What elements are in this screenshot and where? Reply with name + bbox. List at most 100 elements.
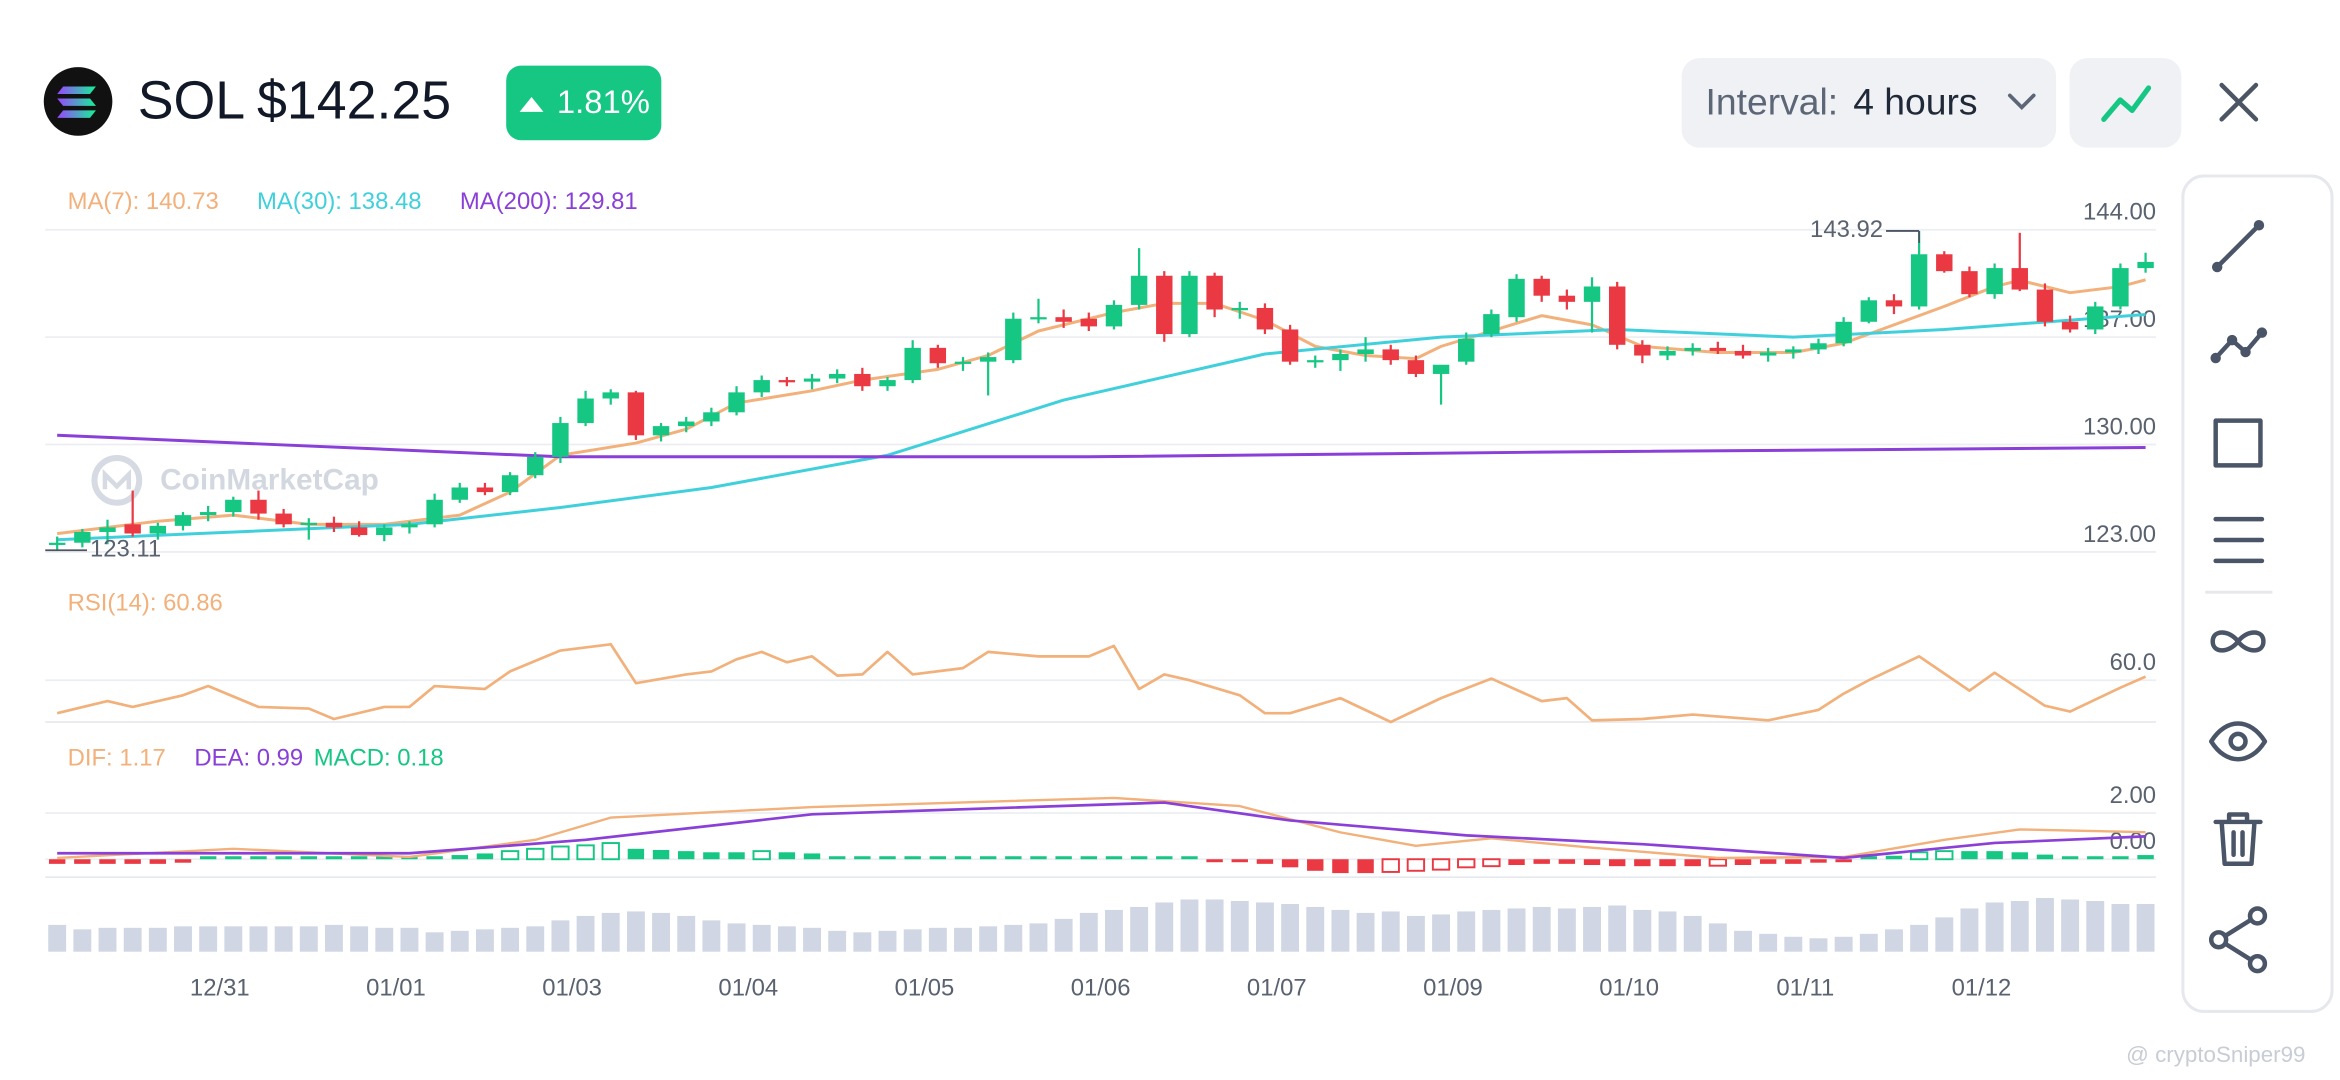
candle-body <box>2036 289 2054 322</box>
x-tick-label: 12/31 <box>190 974 250 1001</box>
volume-bar <box>2010 900 2029 952</box>
candle-body <box>954 361 972 364</box>
macd-bar <box>2087 856 2104 860</box>
candle-body <box>149 525 167 534</box>
ma-legend: MA(30): 138.48 <box>257 188 421 215</box>
volume-bar <box>828 930 847 952</box>
macd-bar <box>1961 851 1978 860</box>
volume-bar <box>2061 899 2080 952</box>
volume-bar <box>1583 906 1601 952</box>
macd-bar <box>476 853 494 860</box>
x-tick-label: 01/07 <box>1247 974 1307 1001</box>
user-tag: @ cryptoSniper99 <box>2126 1042 2305 1067</box>
volume-bar <box>727 923 746 952</box>
macd-bar <box>350 856 368 860</box>
change: 1.81% <box>557 83 650 120</box>
volume-bar <box>1532 906 1551 952</box>
macd-bar <box>854 856 871 860</box>
candle-body <box>1055 317 1072 322</box>
macd-bar <box>300 856 318 860</box>
volume-bar <box>1759 933 1778 952</box>
macd-bar <box>1332 859 1349 874</box>
price: $142.25 <box>257 71 451 131</box>
macd-bar <box>1508 859 1525 866</box>
candle-body <box>199 512 217 516</box>
volume-bar <box>652 912 671 952</box>
macd-bar <box>1684 859 1701 867</box>
volume-bar <box>1432 914 1451 952</box>
candle-body <box>74 531 91 543</box>
volume-bar <box>1935 917 1954 952</box>
candle-body <box>1332 354 1349 361</box>
volume-bar <box>551 920 570 952</box>
tool-line[interactable] <box>2211 220 2265 273</box>
volume-bar <box>928 927 947 952</box>
candle-body <box>1659 350 1676 356</box>
tool-visibility[interactable] <box>2208 721 2268 762</box>
volume-bar <box>1960 908 1979 952</box>
x-tick-label: 01/01 <box>366 974 426 1001</box>
candle-body <box>1030 317 1047 320</box>
candle-body <box>652 426 670 436</box>
macd-bar <box>426 856 443 860</box>
candle-body <box>1483 314 1500 335</box>
macd-bar <box>2137 855 2154 860</box>
macd-bar <box>929 856 947 860</box>
tool-share[interactable] <box>2208 906 2268 974</box>
volume-bar <box>1985 902 2004 952</box>
volume-bar <box>1910 924 1929 952</box>
x-tick-label: 01/03 <box>542 974 602 1001</box>
tool-delete[interactable] <box>2213 812 2263 866</box>
interval-button[interactable]: Interval: 4 hours <box>1681 58 2057 148</box>
volume-bar <box>1457 911 1476 952</box>
candle-body <box>2061 321 2079 330</box>
x-tick-label: 01/06 <box>1071 974 1131 1001</box>
volume-bar <box>1381 911 1400 952</box>
volume-bar <box>1079 912 1098 952</box>
volume-bar <box>601 912 620 952</box>
volume-bar <box>400 927 419 952</box>
candle-body <box>476 487 494 493</box>
candle-body <box>1583 286 1601 302</box>
candle-body <box>1558 295 1576 302</box>
volume-bar <box>148 927 167 952</box>
candle-body <box>1835 321 1852 344</box>
macd-bar <box>1357 859 1374 874</box>
volume-bar <box>1608 905 1627 952</box>
macd-bar <box>1181 856 1198 860</box>
candle-body <box>1508 278 1525 318</box>
y-tick-label: 123.00 <box>2083 521 2156 548</box>
macd-bar <box>1909 851 1929 861</box>
volume-bar <box>123 927 142 952</box>
candle-body <box>1785 349 1802 353</box>
volume-bar <box>1885 929 1903 952</box>
tool-infinity[interactable] <box>2210 630 2266 653</box>
volume-bar <box>853 932 872 952</box>
volume-bar <box>350 926 369 952</box>
candle-body <box>99 527 116 532</box>
macd-bar <box>1734 859 1752 866</box>
dea-legend: DEA: 0.99 <box>194 745 303 772</box>
candle-body <box>451 487 468 500</box>
macd-bar <box>1935 850 1954 861</box>
volume-bar <box>1155 902 1174 952</box>
candle-body <box>1407 360 1425 374</box>
volume-bar <box>1557 908 1576 952</box>
macd-bar <box>149 859 167 864</box>
candle-body <box>1307 360 1324 363</box>
volume-bar <box>199 926 218 952</box>
volume-bar <box>1834 936 1853 952</box>
tool-parallel[interactable] <box>2213 516 2265 564</box>
volume-bar <box>1205 899 1224 952</box>
chart-type-button[interactable] <box>2069 58 2182 148</box>
volume-bar <box>1255 902 1274 952</box>
macd-bar <box>325 856 343 860</box>
tool-polyline[interactable] <box>2210 327 2268 364</box>
ma-legend: MA(200): 129.81 <box>460 188 638 215</box>
tool-rectangle[interactable] <box>2213 418 2263 468</box>
close-button[interactable] <box>2219 82 2259 122</box>
candle-body <box>1080 318 1098 327</box>
indicator-line <box>57 312 2146 542</box>
volume-bar <box>1406 915 1425 952</box>
